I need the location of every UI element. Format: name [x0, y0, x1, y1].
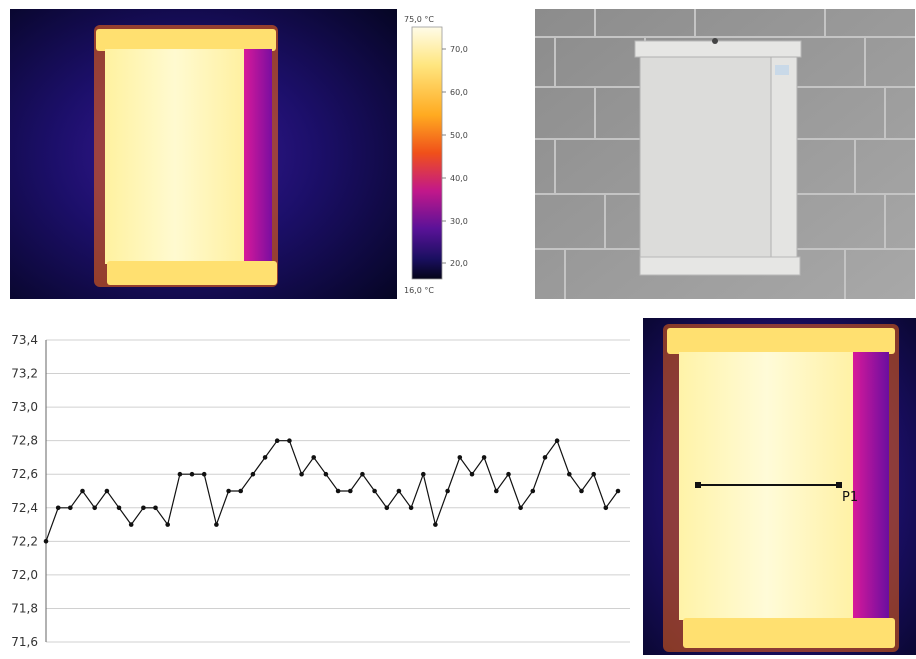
data-point	[238, 488, 243, 494]
data-point	[274, 438, 280, 443]
y-tick-label: 73,2	[11, 367, 38, 381]
profile-line-start-handle[interactable]	[695, 482, 701, 488]
data-point	[494, 488, 499, 494]
y-tick-label: 73,4	[11, 333, 38, 347]
y-tick-label: 71,6	[11, 635, 38, 649]
data-point	[153, 505, 158, 511]
data-point	[177, 471, 183, 477]
y-tick-label: 72,8	[11, 434, 38, 448]
visual-photo	[535, 9, 915, 299]
profile-line-end-handle[interactable]	[836, 482, 842, 488]
data-point	[542, 455, 548, 460]
data-point	[165, 522, 170, 527]
data-point	[189, 471, 195, 477]
profile-line-label: P1	[842, 490, 858, 505]
data-point	[80, 488, 85, 494]
thermal-image-profile-graphic: P1	[643, 318, 916, 655]
data-point	[591, 471, 596, 477]
scale-min-label: 16,0 °C	[404, 286, 434, 295]
data-point	[226, 488, 231, 494]
data-point	[311, 455, 317, 460]
data-point	[554, 438, 560, 443]
scale-tick-label: 20,0	[450, 259, 468, 268]
data-point	[128, 522, 134, 527]
data-point	[615, 488, 621, 494]
visual-photo-graphic	[535, 9, 915, 299]
data-point	[408, 505, 414, 511]
y-tick-label: 71,8	[11, 601, 38, 615]
data-point	[68, 505, 73, 511]
data-point	[360, 471, 365, 477]
data-point	[262, 455, 268, 460]
data-point	[323, 471, 329, 477]
data-point	[530, 488, 536, 494]
scale-tick-label: 50,0	[450, 131, 468, 140]
data-point	[104, 488, 110, 494]
data-point	[445, 488, 450, 494]
scale-tick-label: 60,0	[450, 88, 468, 97]
data-point	[287, 438, 292, 443]
data-point	[384, 505, 390, 511]
series-line	[45, 439, 619, 542]
y-tick-label: 73,0	[11, 400, 38, 414]
data-point	[372, 488, 377, 494]
data-point	[567, 471, 572, 477]
thermal-image-top	[10, 9, 397, 299]
data-point	[201, 471, 207, 477]
scale-max-label: 75,0 °C	[404, 15, 434, 24]
thermal-image-top-graphic	[10, 9, 397, 299]
data-point	[299, 471, 304, 477]
data-point	[141, 505, 146, 511]
data-point	[421, 471, 426, 477]
data-point	[214, 522, 219, 527]
data-point	[335, 488, 341, 494]
data-point	[506, 471, 511, 477]
data-point	[250, 471, 256, 477]
scale-tick-label: 30,0	[450, 217, 468, 226]
data-point	[518, 505, 523, 511]
thermal-image-profile: P1	[643, 318, 916, 655]
data-point	[469, 471, 475, 477]
data-point	[116, 505, 122, 511]
temperature-line-chart: 73,4 73,2 73,0 72,8 72,6 72,4 72,2 72,0 71,8 71,6	[0, 320, 640, 655]
data-point	[579, 488, 584, 494]
data-point	[433, 522, 438, 527]
temperature-scale-graphic: 75,0 °C 16,0 °C 70,0 60,0 50,0 40,0 30,0 20,0	[404, 15, 468, 295]
temperature-scale: 75,0 °C 16,0 °C 70,0 60,0 50,0 40,0 30,0 20,0	[400, 9, 490, 299]
data-point	[55, 505, 61, 511]
scale-tick-label: 40,0	[450, 174, 468, 183]
data-point	[396, 488, 402, 494]
data-point	[92, 505, 97, 511]
y-tick-label: 72,4	[11, 501, 38, 515]
data-point	[481, 455, 487, 460]
line-chart-svg: 73,4 73,2 73,0 72,8 72,6 72,4 72,2 72,0 71,8 71,6	[11, 333, 630, 649]
y-tick-label: 72,0	[11, 568, 38, 582]
data-point	[603, 505, 609, 511]
data-point	[43, 539, 49, 544]
data-point	[348, 488, 353, 494]
y-tick-label: 72,2	[11, 534, 38, 548]
y-tick-label: 72,6	[11, 467, 38, 481]
scale-tick-label: 70,0	[450, 45, 468, 54]
data-point	[457, 455, 463, 460]
